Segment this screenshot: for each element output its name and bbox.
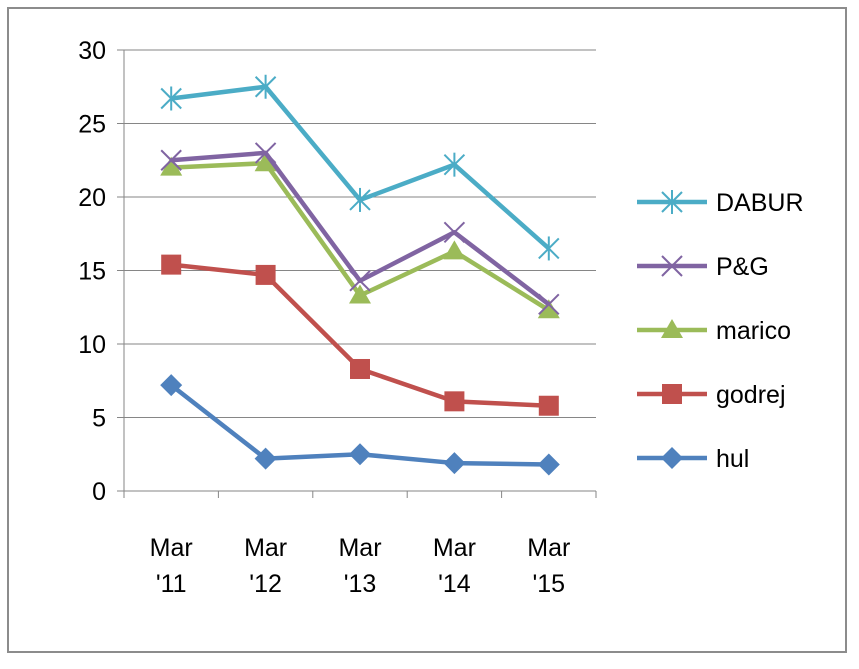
x-tick-label-0: Mar '11 — [150, 534, 193, 598]
legend-label-dabur: DABUR — [716, 189, 804, 217]
data-point-p-g-0-stroke — [160, 149, 182, 171]
data-point-marico-4-shape — [537, 299, 560, 319]
y-tick-label-10: 10 — [78, 331, 106, 359]
y-tick-label-15: 15 — [78, 258, 106, 286]
data-point-godrej-1 — [255, 264, 276, 285]
data-point-godrej-3-shape — [444, 391, 465, 412]
legend-label-p-g: P&G — [716, 253, 769, 281]
legend-marker-godrej — [662, 384, 682, 404]
data-point-p-g-1 — [254, 142, 277, 164]
data-point-hul-3 — [443, 452, 466, 475]
legend-marker-godrej-shape — [662, 384, 682, 404]
data-point-p-g-3-stroke — [443, 221, 466, 243]
y-tick-label-0: 0 — [92, 478, 106, 506]
y-tick-label-25: 25 — [78, 111, 106, 139]
legend-label-godrej: godrej — [716, 381, 786, 409]
data-point-dabur-4 — [538, 236, 560, 261]
data-point-dabur-3 — [443, 152, 466, 177]
data-point-hul-2-shape — [349, 443, 371, 466]
data-point-marico-4 — [537, 299, 560, 319]
data-point-p-g-1-stroke — [254, 142, 277, 164]
data-point-p-g-4 — [538, 293, 560, 316]
legend-marker-marico-shape — [661, 319, 683, 338]
legend-label-marico: marico — [716, 317, 791, 345]
data-point-hul-2 — [349, 443, 371, 466]
data-point-marico-3-shape — [443, 240, 466, 260]
data-point-p-g-4-stroke — [538, 293, 560, 316]
data-point-godrej-1-shape — [255, 264, 276, 285]
legend-marker-dabur — [661, 190, 683, 214]
x-tick-label-4: Mar '15 — [527, 534, 570, 598]
data-point-dabur-2 — [349, 187, 371, 212]
legend-label-hul: hul — [716, 445, 749, 473]
data-point-godrej-2-shape — [350, 358, 370, 379]
data-point-hul-4-shape — [537, 453, 560, 476]
data-point-marico-1-shape — [254, 152, 277, 172]
data-point-hul-0 — [160, 374, 183, 397]
y-tick-label-30: 30 — [78, 37, 106, 65]
data-point-godrej-0-shape — [161, 254, 182, 275]
data-point-hul-1-shape — [254, 447, 277, 470]
data-point-godrej-4-shape — [538, 395, 559, 416]
data-point-marico-0 — [160, 156, 183, 176]
data-point-hul-1 — [254, 447, 277, 470]
data-point-marico-0-shape — [160, 156, 183, 176]
data-point-godrej-4 — [538, 395, 559, 416]
data-point-godrej-2 — [350, 358, 370, 379]
x-tick-label-2: Mar '13 — [338, 534, 381, 598]
x-tick-label-3: Mar '14 — [433, 534, 476, 598]
data-point-p-g-0 — [160, 149, 182, 171]
series-line-dabur — [170, 84, 551, 251]
data-point-hul-0-shape — [160, 374, 183, 397]
y-tick-label-20: 20 — [78, 184, 106, 212]
legend-marker-hul — [661, 447, 683, 469]
data-point-hul-3-shape — [443, 452, 466, 475]
data-point-hul-4 — [537, 453, 560, 476]
data-point-dabur-1 — [254, 74, 277, 99]
data-point-p-g-2-stroke — [349, 270, 371, 292]
data-point-godrej-3 — [444, 391, 465, 412]
legend-marker-marico — [661, 319, 683, 338]
data-point-dabur-0 — [160, 86, 182, 111]
data-point-godrej-0 — [161, 254, 182, 275]
data-point-marico-3 — [443, 240, 466, 260]
data-point-marico-2 — [349, 284, 371, 304]
data-point-p-g-2 — [349, 270, 371, 292]
data-point-p-g-3 — [443, 221, 466, 243]
data-point-marico-2-shape — [349, 284, 371, 304]
y-tick-label-5: 5 — [92, 405, 106, 433]
legend-marker-p-g — [661, 255, 683, 277]
data-point-marico-1 — [254, 152, 277, 172]
x-tick-label-1: Mar '12 — [244, 534, 287, 598]
legend-marker-p-g-stroke — [661, 255, 683, 277]
legend-marker-hul-shape — [661, 447, 683, 469]
